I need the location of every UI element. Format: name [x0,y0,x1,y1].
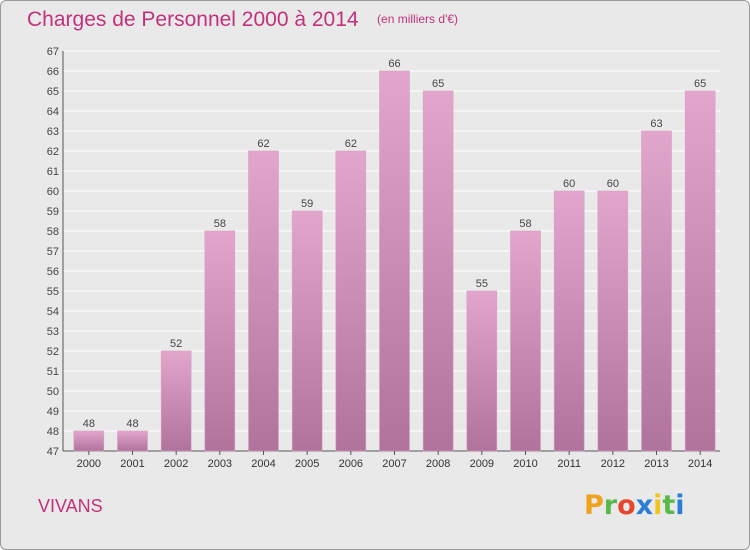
x-tick-label: 2002 [164,458,188,470]
bar-value-label: 62 [257,138,269,150]
y-tick-label: 48 [47,426,59,438]
x-tick-label: 2006 [339,458,363,470]
bar-value-label: 55 [476,278,488,290]
chart-title: Charges de Personnel 2000 à 2014 [27,8,359,31]
y-tick-label: 52 [47,346,59,358]
logo-letter: r [603,490,618,521]
y-tick-label: 51 [47,366,59,378]
bar-2011[interactable] [553,190,585,452]
y-tick-label: 50 [47,386,59,398]
y-tick-label: 56 [47,266,59,278]
x-tick-label: 2000 [77,458,101,470]
bar-2003[interactable] [204,230,236,452]
bar-value-label: 59 [301,198,313,210]
x-tick-label: 2005 [295,458,319,470]
bar-value-label: 58 [214,218,226,230]
y-tick-label: 66 [47,66,59,78]
commune-name: VIVANS [38,496,103,516]
x-tick-label: 2003 [208,458,232,470]
x-tick-label: 2008 [426,458,450,470]
y-tick-label: 62 [47,146,59,158]
logo-letter: i [653,490,663,521]
y-tick-label: 61 [47,166,59,178]
bar-value-label: 58 [519,218,531,230]
bar-2005[interactable] [291,210,323,452]
x-tick-label: 2009 [470,458,494,470]
bar-2009[interactable] [466,290,498,452]
y-tick-label: 67 [47,46,59,58]
bar-value-label: 52 [170,338,182,350]
bar-2010[interactable] [510,230,541,452]
y-tick-label: 63 [47,126,59,138]
logo-letter: t [662,490,676,521]
title-row: Charges de Personnel 2000 à 2014 (en mil… [27,8,458,32]
x-tick-label: 2004 [251,458,275,470]
proxiti-logo[interactable]: Proxiti [584,490,685,521]
bar-2014[interactable] [684,90,716,452]
y-tick-label: 53 [47,326,59,338]
bar-value-label: 62 [345,138,357,150]
bar-value-label: 65 [694,78,706,90]
bar-2001[interactable] [117,430,148,452]
bar-value-label: 65 [432,78,444,90]
y-tick-label: 65 [47,86,59,98]
logo-letter: x [635,490,654,521]
x-tick-label: 2001 [120,458,144,470]
bar-value-label: 48 [126,418,138,430]
bar-value-label: 60 [607,178,619,190]
bar-2002[interactable] [160,350,192,452]
y-tick-label: 57 [47,246,59,258]
x-tick-label: 2011 [557,458,581,470]
y-tick-label: 49 [47,406,59,418]
logo-letter: i [675,490,685,521]
y-tick-label: 54 [47,306,59,318]
bar-2004[interactable] [248,150,279,452]
y-tick-label: 47 [47,446,59,458]
bar-2000[interactable] [73,430,105,452]
y-tick-label: 55 [47,286,59,298]
bar-2013[interactable] [641,130,672,452]
x-tick-label: 2014 [688,458,712,470]
x-tick-label: 2010 [513,458,537,470]
chart-subtitle: (en milliers d'€) [377,12,459,26]
bar-2008[interactable] [422,90,454,452]
logo-letter: o [617,490,636,521]
bar-value-label: 48 [83,418,95,430]
logo-letter: P [584,490,604,521]
x-tick-label: 2013 [644,458,668,470]
y-tick-label: 60 [47,186,59,198]
bar-2007[interactable] [379,70,410,452]
x-tick-label: 2007 [382,458,406,470]
bar-value-label: 66 [388,58,400,70]
bar-2012[interactable] [597,190,629,452]
y-tick-label: 59 [47,206,59,218]
x-tick-label: 2012 [601,458,625,470]
bar-2006[interactable] [335,150,367,452]
y-tick-label: 58 [47,226,59,238]
bar-value-label: 63 [650,118,662,130]
bar-value-label: 60 [563,178,575,190]
y-tick-label: 64 [47,106,59,118]
